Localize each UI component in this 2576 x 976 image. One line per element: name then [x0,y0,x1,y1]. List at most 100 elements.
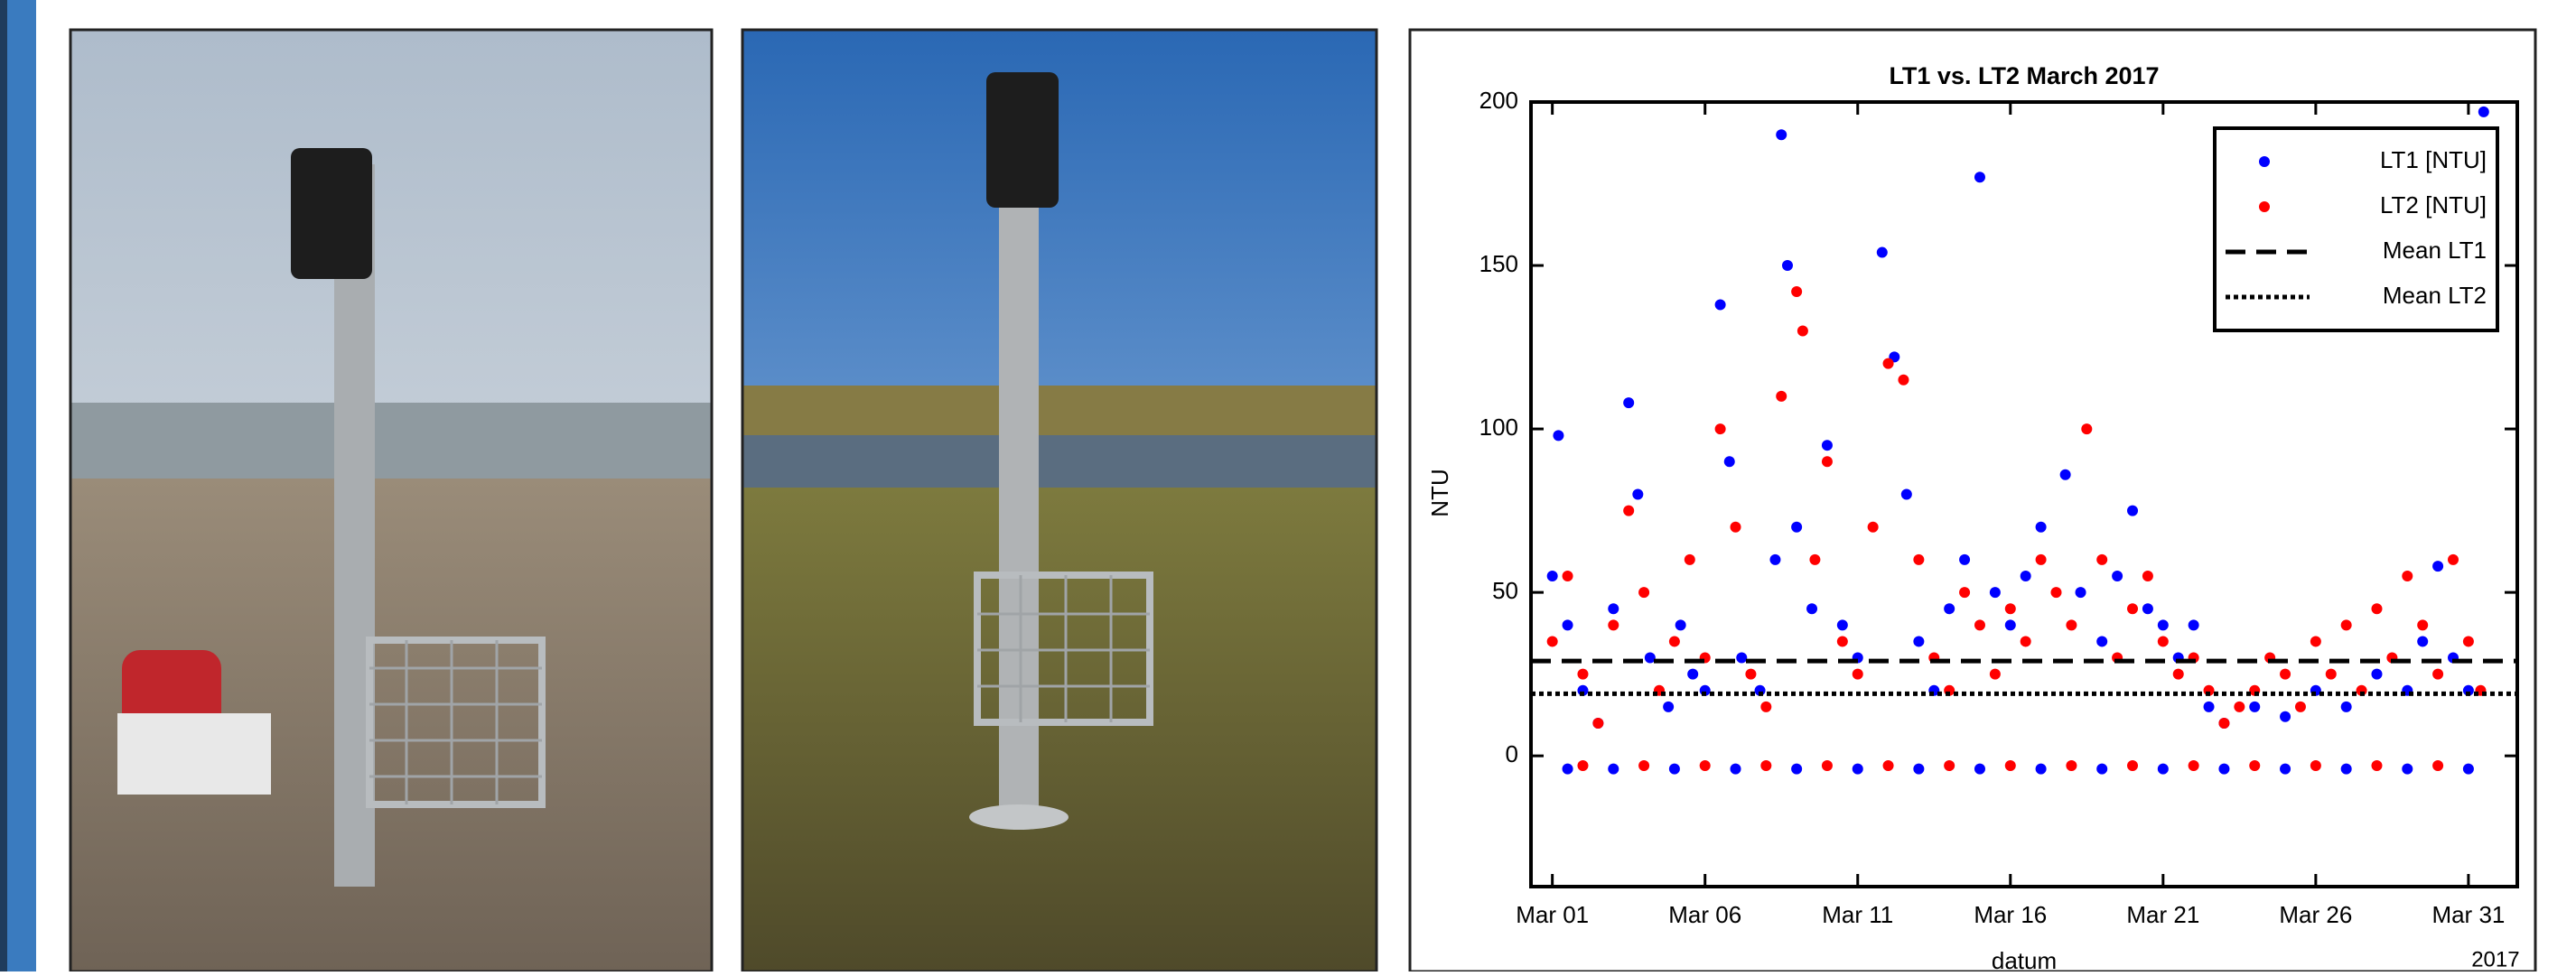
data-point [1821,440,1833,451]
data-point [2157,619,2169,631]
data-point [2157,763,2169,775]
data-point [2004,603,2016,615]
y-tick-label: 50 [1492,577,1518,604]
data-point [1592,717,1604,729]
data-point [1974,172,1985,183]
legend-label: LT1 [NTU] [2380,146,2487,173]
data-point [1687,668,1699,680]
y-tick-label: 0 [1506,740,1518,767]
y-tick-label: 200 [1479,87,1518,114]
data-point [1714,423,1726,435]
data-point [1632,488,1644,500]
photo-salt-marsh [741,28,1378,973]
data-point [1623,397,1635,409]
data-point [1797,325,1808,337]
x-tick-label: Mar 01 [1516,901,1589,928]
data-point [2096,763,2108,775]
data-point [2218,763,2230,775]
data-point [1974,763,1985,775]
data-point [1989,587,2001,599]
data-point [2075,587,2086,599]
data-point [2096,553,2108,565]
data-point [2050,587,2062,599]
data-point [2066,760,2077,772]
data-point [2066,619,2077,631]
data-point [1989,668,2001,680]
data-point [1562,619,1573,631]
legend-label: LT2 [NTU] [2380,191,2487,218]
data-point [1900,488,1912,500]
x-tick-label: Mar 16 [1974,901,2047,928]
data-point [2462,684,2474,696]
data-point [2035,521,2047,533]
data-point [2432,668,2444,680]
data-point [1723,456,1735,468]
data-point [1836,636,1848,647]
data-point [2081,423,2093,435]
data-point [2035,763,2047,775]
data-point [1608,603,1619,615]
legend-marker [2259,156,2270,167]
data-point [2462,636,2474,647]
data-point [2402,571,2413,582]
data-point [2371,760,2383,772]
x-tick-label: Mar 26 [2279,901,2352,928]
data-point [2280,763,2291,775]
data-point [1944,603,1955,615]
data-point [2142,571,2153,582]
data-point [1553,430,1564,442]
data-point [2371,668,2383,680]
data-point [1675,619,1686,631]
data-point [2325,668,2337,680]
data-point [1644,652,1656,664]
data-point [2157,636,2169,647]
data-point [2432,561,2444,572]
data-point [1913,763,1925,775]
data-point [1836,619,1848,631]
data-point [1668,636,1680,647]
data-point [2035,553,2047,565]
data-point [2127,603,2139,615]
x-sublabel: 2017 [2471,947,2519,971]
data-point [2020,571,2031,582]
data-point [1776,129,1787,141]
data-point [2280,711,2291,722]
data-point [1959,553,1971,565]
data-point [2280,668,2291,680]
data-point [1638,760,1650,772]
legend-label: Mean LT1 [2383,237,2487,264]
x-axis-label: datum [1992,947,2057,971]
data-point [1913,553,1925,565]
data-point [2127,760,2139,772]
data-point [1562,571,1573,582]
data-point [1562,763,1573,775]
x-tick-label: Mar 06 [1668,901,1741,928]
data-point [1821,456,1833,468]
data-point [2432,760,2444,772]
data-point [1913,636,1925,647]
data-point [1791,763,1803,775]
data-point [2059,469,2071,480]
data-point [2448,553,2459,565]
legend-label: Mean LT2 [2383,282,2487,309]
data-point [2127,505,2139,516]
data-point [2462,763,2474,775]
data-point [2188,760,2199,772]
data-point [1736,652,1748,664]
data-point [2004,619,2016,631]
x-tick-label: Mar 31 [2431,901,2505,928]
data-point [2172,668,2184,680]
data-point [1791,521,1803,533]
data-point [2096,636,2108,647]
data-point [1944,760,1955,772]
x-tick-label: Mar 21 [2126,901,2199,928]
data-point [1608,763,1619,775]
data-point [2478,106,2489,117]
data-point [2340,701,2352,712]
data-point [1959,587,1971,599]
data-point [2249,701,2261,712]
data-point [1546,636,1558,647]
data-point [1791,286,1803,298]
data-point [1714,299,1726,311]
data-point [1730,763,1741,775]
